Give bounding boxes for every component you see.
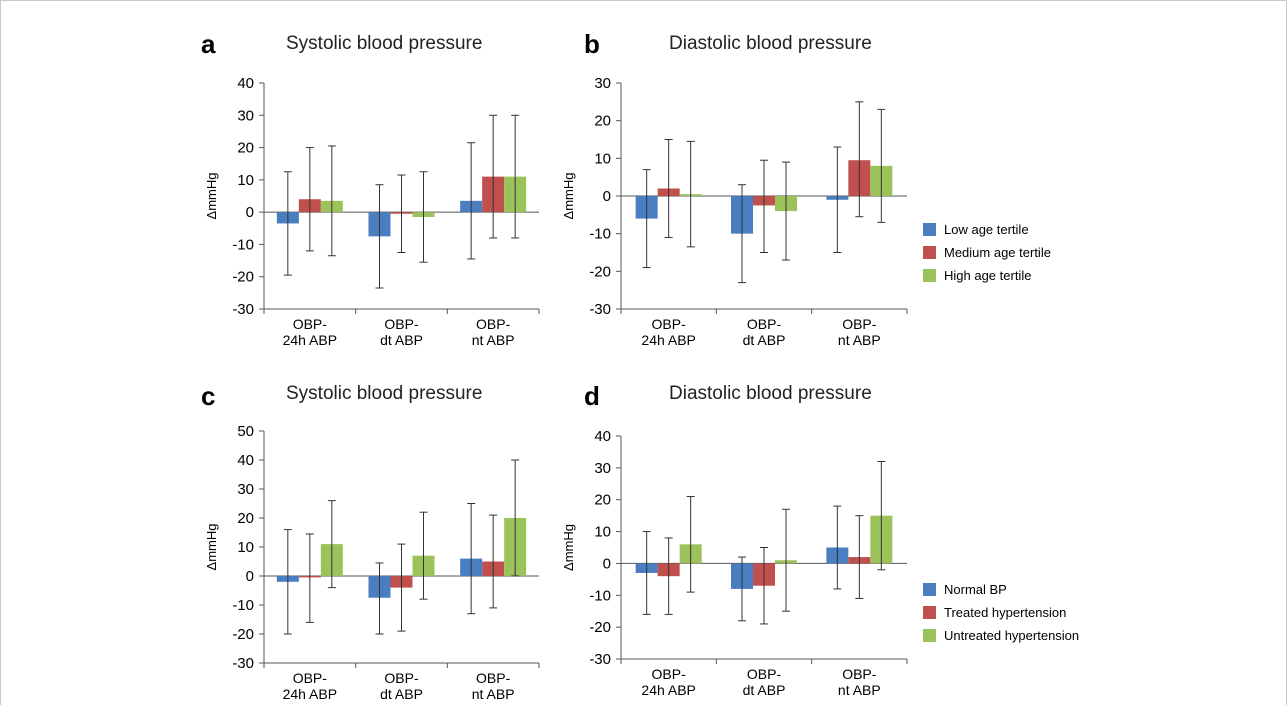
- y-tick-label: -20: [232, 269, 254, 286]
- y-axis-label: ΔmmHg: [561, 173, 576, 220]
- y-tick-label: 0: [603, 555, 611, 572]
- x-category-label: OBP-: [384, 670, 419, 686]
- x-category-label: dt ABP: [743, 682, 786, 698]
- x-category-label: nt ABP: [472, 332, 515, 348]
- x-category-label: OBP-: [476, 670, 511, 686]
- panel-title: Systolic blood pressure: [286, 33, 482, 54]
- y-tick-label: -10: [589, 226, 611, 243]
- y-tick-label: -30: [589, 301, 611, 318]
- y-tick-label: -10: [589, 587, 611, 604]
- x-category-label: OBP-: [293, 316, 328, 332]
- y-tick-label: 0: [246, 204, 254, 221]
- y-tick-label: -30: [589, 651, 611, 668]
- legend-label: Medium age tertile: [944, 245, 1051, 260]
- panel-letter: a: [201, 29, 216, 59]
- legend-swatch: [923, 629, 936, 642]
- legend-swatch: [923, 223, 936, 236]
- legend-label: Treated hypertension: [944, 605, 1066, 620]
- y-axis-label: ΔmmHg: [204, 524, 219, 571]
- legend-label: Normal BP: [944, 582, 1007, 597]
- y-tick-label: 40: [237, 452, 254, 469]
- y-tick-label: 30: [594, 460, 611, 477]
- x-category-label: OBP-: [293, 670, 328, 686]
- y-tick-label: -10: [232, 597, 254, 614]
- x-category-label: OBP-: [842, 316, 877, 332]
- y-tick-label: -10: [232, 236, 254, 253]
- panel-letter: c: [201, 381, 215, 411]
- y-tick-label: 10: [237, 172, 254, 189]
- x-category-label: OBP-: [476, 316, 511, 332]
- legend-label: Untreated hypertension: [944, 628, 1079, 643]
- y-tick-label: -20: [589, 619, 611, 636]
- x-category-label: nt ABP: [838, 332, 881, 348]
- y-tick-label: -30: [232, 301, 254, 318]
- legend-label: Low age tertile: [944, 222, 1029, 237]
- y-axis-label: ΔmmHg: [204, 173, 219, 220]
- y-tick-label: 20: [237, 510, 254, 527]
- y-tick-label: -20: [232, 626, 254, 643]
- legend-swatch: [923, 606, 936, 619]
- y-tick-label: 20: [237, 140, 254, 157]
- x-category-label: OBP-: [747, 666, 782, 682]
- x-category-label: OBP-: [652, 316, 687, 332]
- y-tick-label: 0: [603, 188, 611, 205]
- legend-swatch: [923, 583, 936, 596]
- y-tick-label: -30: [232, 655, 254, 672]
- x-category-label: OBP-: [747, 316, 782, 332]
- y-tick-label: 40: [237, 75, 254, 92]
- y-tick-label: 30: [237, 107, 254, 124]
- y-tick-label: 10: [237, 539, 254, 556]
- x-category-label: nt ABP: [838, 682, 881, 698]
- y-tick-label: 30: [594, 75, 611, 92]
- x-category-label: OBP-: [384, 316, 419, 332]
- y-tick-label: 20: [594, 113, 611, 130]
- legend-label: High age tertile: [944, 268, 1031, 283]
- x-category-label: 24h ABP: [283, 332, 338, 348]
- panel-title: Diastolic blood pressure: [669, 383, 872, 404]
- y-tick-label: 0: [246, 568, 254, 585]
- x-category-label: dt ABP: [743, 332, 786, 348]
- panel-letter: b: [584, 29, 600, 59]
- x-category-label: nt ABP: [472, 686, 515, 702]
- x-category-label: dt ABP: [380, 686, 423, 702]
- y-tick-label: 50: [237, 423, 254, 440]
- legend-swatch: [923, 246, 936, 259]
- y-tick-label: 10: [594, 524, 611, 541]
- x-category-label: OBP-: [842, 666, 877, 682]
- panel-title: Diastolic blood pressure: [669, 33, 872, 54]
- y-tick-label: 20: [594, 492, 611, 509]
- x-category-label: 24h ABP: [641, 332, 696, 348]
- panel-letter: d: [584, 381, 600, 411]
- x-category-label: dt ABP: [380, 332, 423, 348]
- y-tick-label: 30: [237, 481, 254, 498]
- x-category-label: OBP-: [652, 666, 687, 682]
- panel-title: Systolic blood pressure: [286, 383, 482, 404]
- y-axis-label: ΔmmHg: [561, 524, 576, 571]
- y-tick-label: 10: [594, 150, 611, 167]
- y-tick-label: -20: [589, 263, 611, 280]
- y-tick-label: 40: [594, 428, 611, 445]
- x-category-label: 24h ABP: [283, 686, 338, 702]
- x-category-label: 24h ABP: [641, 682, 696, 698]
- legend-swatch: [923, 269, 936, 282]
